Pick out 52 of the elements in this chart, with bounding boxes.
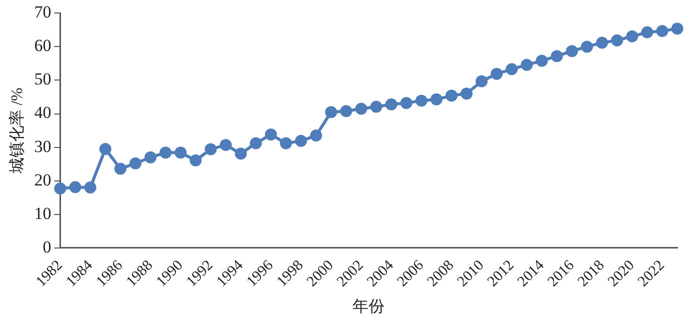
point (295, 134, 308, 147)
point (400, 97, 412, 110)
point (129, 157, 142, 170)
point (566, 45, 578, 58)
point (310, 130, 322, 142)
point (671, 22, 684, 35)
y-axis-title: 城镇化率 /% (8, 88, 26, 174)
y-tick-label: 0 (42, 237, 52, 256)
point (355, 102, 368, 115)
point (264, 128, 277, 141)
point (190, 154, 202, 166)
point (144, 151, 157, 164)
point (611, 34, 624, 46)
point (220, 138, 232, 151)
point (430, 93, 442, 106)
point (370, 100, 382, 113)
y-tick-label: 30 (34, 136, 52, 156)
point (69, 181, 82, 194)
point (204, 143, 217, 156)
point (656, 24, 668, 37)
point (641, 26, 654, 38)
point (234, 148, 247, 160)
point (54, 182, 66, 195)
point (580, 40, 593, 53)
point (250, 137, 262, 150)
point (536, 54, 548, 67)
point (626, 30, 638, 42)
x-axis-title: 年份 (352, 298, 385, 316)
point (385, 98, 398, 110)
y-tick-label: 10 (34, 204, 52, 223)
point (460, 88, 473, 100)
point (340, 105, 352, 118)
point (325, 106, 338, 118)
y-tick-label: 20 (34, 170, 52, 190)
point (550, 50, 563, 62)
y-tick-label: 60 (34, 36, 52, 56)
point (520, 58, 533, 71)
point (506, 63, 518, 76)
point (280, 137, 292, 150)
point (446, 90, 458, 102)
point (174, 146, 187, 159)
point (99, 142, 112, 155)
point (476, 75, 488, 88)
y-tick-label: 70 (34, 2, 52, 22)
point (415, 94, 428, 107)
point (114, 162, 126, 175)
y-tick-label: 40 (34, 103, 52, 122)
y-tick-label: 50 (34, 70, 52, 89)
point (160, 146, 172, 159)
point (84, 182, 96, 194)
point (596, 36, 608, 49)
point (490, 68, 503, 80)
